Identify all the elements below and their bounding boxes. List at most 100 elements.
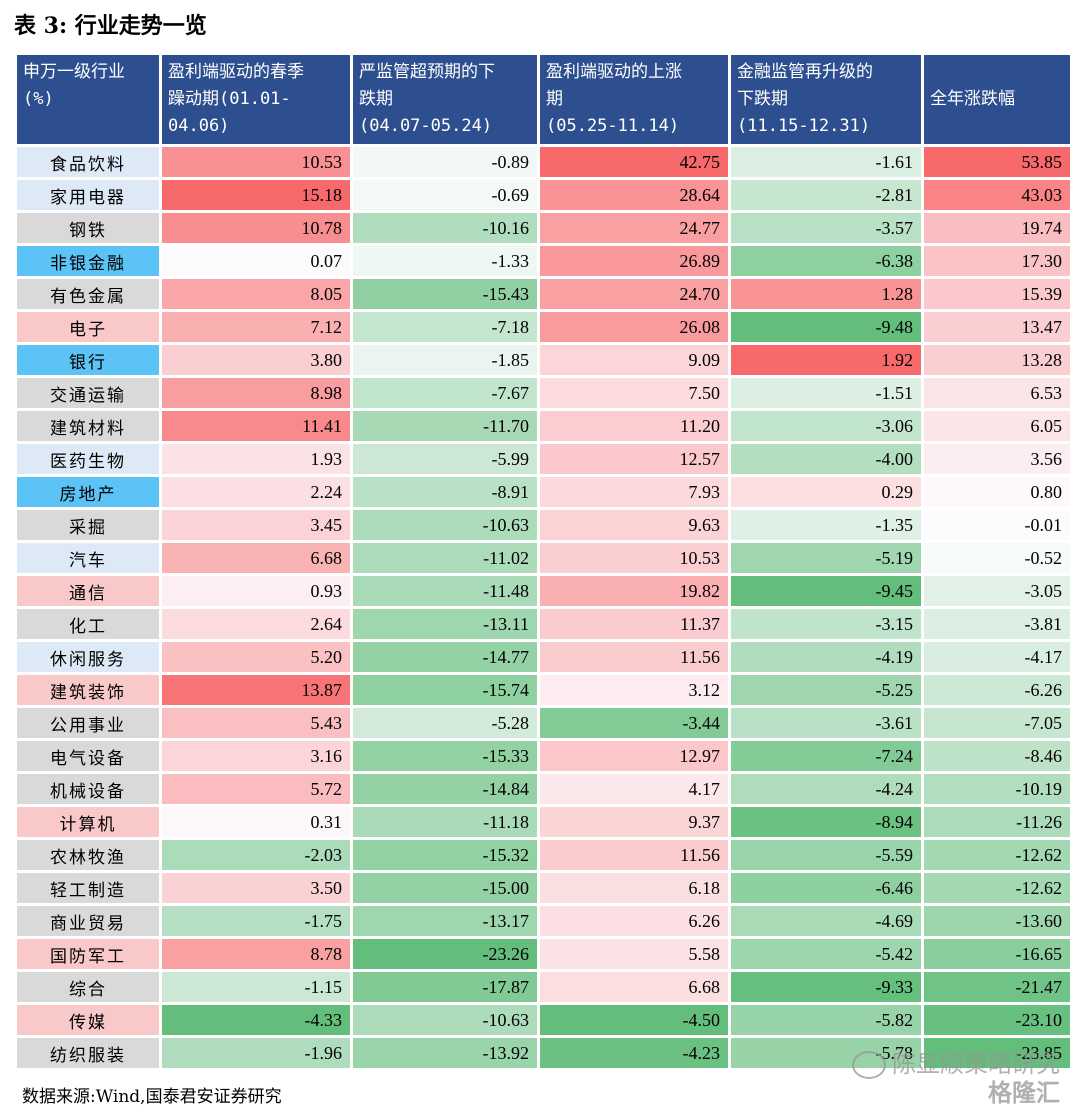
- watermark: 陈显顺策略研究 格隆汇: [852, 1050, 1060, 1107]
- value-cell: 15.18: [162, 180, 350, 210]
- value-cell: -5.19: [731, 543, 921, 573]
- value-cell: -13.92: [353, 1038, 537, 1068]
- value-cell: 24.77: [540, 213, 728, 243]
- value-cell: 2.24: [162, 477, 350, 507]
- value-cell: -4.00: [731, 444, 921, 474]
- value-cell: 3.56: [924, 444, 1070, 474]
- value-cell: -0.69: [353, 180, 537, 210]
- value-cell: 15.39: [924, 279, 1070, 309]
- value-cell: -11.18: [353, 807, 537, 837]
- value-cell: -10.63: [353, 510, 537, 540]
- industry-name: 纺织服装: [17, 1038, 159, 1068]
- value-cell: 11.41: [162, 411, 350, 441]
- table-row: 非银金融 0.07 -1.33 26.89 -6.38 17.30: [17, 246, 1070, 276]
- value-cell: -13.11: [353, 609, 537, 639]
- value-cell: -3.06: [731, 411, 921, 441]
- value-cell: 11.56: [540, 840, 728, 870]
- table-row: 电子 7.12 -7.18 26.08 -9.48 13.47: [17, 312, 1070, 342]
- value-cell: 26.08: [540, 312, 728, 342]
- value-cell: -3.05: [924, 576, 1070, 606]
- value-cell: 1.28: [731, 279, 921, 309]
- value-cell: 7.12: [162, 312, 350, 342]
- value-cell: -1.75: [162, 906, 350, 936]
- value-cell: 3.16: [162, 741, 350, 771]
- value-cell: -15.43: [353, 279, 537, 309]
- industry-name: 计算机: [17, 807, 159, 837]
- industry-name: 家用电器: [17, 180, 159, 210]
- industry-name: 医药生物: [17, 444, 159, 474]
- value-cell: -11.02: [353, 543, 537, 573]
- value-cell: 6.26: [540, 906, 728, 936]
- header-period-3: 盈利端驱动的上涨期 (05.25-11.14): [540, 55, 728, 144]
- value-cell: 5.20: [162, 642, 350, 672]
- header-line: 金融监管再升级的: [737, 62, 873, 82]
- watermark-logo: 格隆汇: [988, 1079, 1060, 1107]
- value-cell: 0.29: [731, 477, 921, 507]
- value-cell: -6.26: [924, 675, 1070, 705]
- header-line: (%): [23, 89, 54, 109]
- industry-trend-table: 申万一级行业 (%) 盈利端驱动的春季 躁动期(01.01- 04.06) 严监管超预…: [14, 52, 1073, 1071]
- value-cell: -9.33: [731, 972, 921, 1002]
- value-cell: 17.30: [924, 246, 1070, 276]
- value-cell: -14.77: [353, 642, 537, 672]
- table-row: 轻工制造 3.50 -15.00 6.18 -6.46 -12.62: [17, 873, 1070, 903]
- value-cell: -1.51: [731, 378, 921, 408]
- table-row: 医药生物 1.93 -5.99 12.57 -4.00 3.56: [17, 444, 1070, 474]
- header-period-2: 严监管超预期的下 跌期 (04.07-05.24): [353, 55, 537, 144]
- value-cell: -15.33: [353, 741, 537, 771]
- table-row: 农林牧渔 -2.03 -15.32 11.56 -5.59 -12.62: [17, 840, 1070, 870]
- value-cell: -7.24: [731, 741, 921, 771]
- industry-name: 传媒: [17, 1005, 159, 1035]
- value-cell: -3.57: [731, 213, 921, 243]
- value-cell: -21.47: [924, 972, 1070, 1002]
- value-cell: -4.24: [731, 774, 921, 804]
- value-cell: -6.46: [731, 873, 921, 903]
- header-line: (11.15-12.31): [737, 116, 871, 136]
- value-cell: 8.05: [162, 279, 350, 309]
- industry-name: 电子: [17, 312, 159, 342]
- value-cell: 19.74: [924, 213, 1070, 243]
- table-row: 食品饮料 10.53 -0.89 42.75 -1.61 53.85: [17, 147, 1070, 177]
- table-row: 通信 0.93 -11.48 19.82 -9.45 -3.05: [17, 576, 1070, 606]
- value-cell: -4.69: [731, 906, 921, 936]
- table-row: 化工 2.64 -13.11 11.37 -3.15 -3.81: [17, 609, 1070, 639]
- value-cell: -12.62: [924, 840, 1070, 870]
- industry-name: 钢铁: [17, 213, 159, 243]
- industry-name: 商业贸易: [17, 906, 159, 936]
- value-cell: -3.61: [731, 708, 921, 738]
- value-cell: -0.01: [924, 510, 1070, 540]
- table-row: 有色金属 8.05 -15.43 24.70 1.28 15.39: [17, 279, 1070, 309]
- value-cell: 1.93: [162, 444, 350, 474]
- table-row: 商业贸易 -1.75 -13.17 6.26 -4.69 -13.60: [17, 906, 1070, 936]
- value-cell: -10.19: [924, 774, 1070, 804]
- value-cell: 0.31: [162, 807, 350, 837]
- value-cell: -2.03: [162, 840, 350, 870]
- value-cell: 6.68: [162, 543, 350, 573]
- value-cell: 10.53: [162, 147, 350, 177]
- table-row: 电气设备 3.16 -15.33 12.97 -7.24 -8.46: [17, 741, 1070, 771]
- value-cell: 10.78: [162, 213, 350, 243]
- industry-name: 综合: [17, 972, 159, 1002]
- header-line: 全年涨跌幅: [930, 89, 1015, 109]
- value-cell: -11.48: [353, 576, 537, 606]
- value-cell: 3.80: [162, 345, 350, 375]
- value-cell: -6.38: [731, 246, 921, 276]
- table-body: 食品饮料 10.53 -0.89 42.75 -1.61 53.85 家用电器 15.18 -0…: [17, 147, 1070, 1068]
- value-cell: -1.85: [353, 345, 537, 375]
- value-cell: -4.50: [540, 1005, 728, 1035]
- value-cell: -15.32: [353, 840, 537, 870]
- industry-name: 食品饮料: [17, 147, 159, 177]
- value-cell: 7.50: [540, 378, 728, 408]
- industry-name: 国防军工: [17, 939, 159, 969]
- value-cell: -23.85: [924, 1038, 1070, 1068]
- value-cell: 9.09: [540, 345, 728, 375]
- value-cell: -23.10: [924, 1005, 1070, 1035]
- value-cell: -1.61: [731, 147, 921, 177]
- wechat-icon: [852, 1051, 886, 1079]
- value-cell: -9.48: [731, 312, 921, 342]
- value-cell: -8.46: [924, 741, 1070, 771]
- value-cell: 1.92: [731, 345, 921, 375]
- table-row: 建筑材料 11.41 -11.70 11.20 -3.06 6.05: [17, 411, 1070, 441]
- value-cell: -8.91: [353, 477, 537, 507]
- value-cell: 11.37: [540, 609, 728, 639]
